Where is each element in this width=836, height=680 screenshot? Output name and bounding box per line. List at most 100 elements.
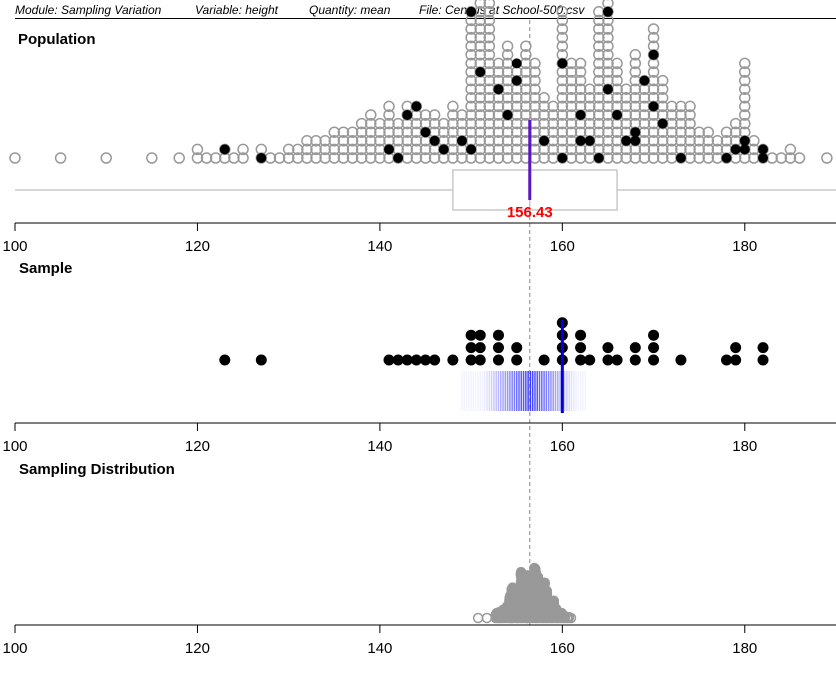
population-point — [547, 100, 559, 113]
population-point — [538, 152, 550, 164]
population-sample-point — [475, 67, 486, 77]
population-point — [447, 117, 459, 130]
population-point — [365, 143, 377, 156]
population-point — [693, 135, 705, 147]
population-point — [292, 143, 304, 156]
population-point — [547, 109, 559, 121]
population-title: Population — [18, 31, 96, 48]
population-sample-point — [438, 144, 449, 155]
population-point — [675, 109, 687, 121]
sample-point — [401, 354, 413, 366]
population-point — [365, 152, 377, 164]
population-point — [529, 74, 541, 87]
population-sample-point — [648, 101, 659, 112]
population-sample-point — [493, 84, 504, 95]
population-mean-label: 156.43 — [507, 204, 553, 221]
sample-tick-label: 140 — [367, 438, 392, 455]
population-point — [556, 109, 569, 121]
population-sample-point — [557, 58, 568, 69]
header-bar: Module: Sampling Variation Variable: hei… — [0, 0, 836, 19]
population-point — [474, 49, 486, 61]
population-point — [483, 0, 496, 9]
population-sample-point — [739, 144, 750, 155]
population-point — [474, 0, 486, 9]
population-point — [355, 152, 368, 164]
population-point — [593, 92, 605, 104]
population-point — [346, 135, 359, 147]
population-sample-point — [511, 58, 522, 69]
population-point — [383, 100, 395, 113]
population-sample-point — [648, 49, 659, 60]
population-sample-point — [602, 84, 613, 95]
population-point — [611, 126, 623, 138]
population-point — [510, 135, 523, 147]
population-point — [556, 6, 569, 18]
population-point — [237, 152, 249, 164]
population-point — [729, 126, 742, 138]
population-point — [693, 152, 705, 164]
population-point — [656, 92, 669, 104]
population-point — [483, 92, 496, 104]
sampling-distribution-point — [481, 612, 493, 624]
population-point — [529, 66, 541, 78]
sampling-distribution-point — [559, 611, 571, 622]
population-point — [684, 135, 696, 147]
population-point — [583, 117, 596, 130]
population-point — [784, 152, 797, 164]
population-point — [666, 126, 678, 138]
population-point — [374, 152, 386, 164]
population-point — [675, 117, 687, 130]
sample-point — [575, 354, 587, 366]
population-sample-point — [502, 110, 513, 120]
population-point — [483, 23, 496, 35]
population-point — [337, 143, 350, 156]
population-point — [301, 135, 313, 147]
population-point — [611, 92, 623, 104]
population-point — [328, 152, 341, 164]
population-point — [483, 109, 496, 121]
population-sample-point — [575, 110, 586, 120]
sample-point — [648, 329, 660, 341]
population-point — [310, 152, 322, 164]
population-point — [346, 143, 359, 156]
population-point — [282, 152, 295, 164]
population-point — [611, 66, 623, 78]
sampling-distribution-point — [532, 571, 544, 583]
population-point — [465, 126, 477, 138]
sampling-distribution-point — [548, 595, 560, 607]
population-point — [666, 135, 678, 147]
population-point — [593, 109, 605, 121]
population-point — [565, 143, 578, 156]
sampling-distribution-point — [529, 562, 540, 574]
population-point — [666, 143, 678, 156]
population-point — [656, 143, 669, 156]
population-point — [474, 100, 486, 113]
population-point — [565, 100, 578, 113]
sample-panel: Sample 100 120 140 160 180 — [2, 260, 836, 455]
population-point — [547, 143, 559, 156]
sample-point — [474, 329, 486, 341]
population-point — [556, 126, 569, 138]
sample-point — [410, 354, 422, 366]
population-point — [611, 74, 623, 87]
sample-point — [383, 354, 395, 366]
population-point — [574, 92, 587, 104]
population-point — [346, 152, 359, 164]
sample-point — [465, 354, 477, 366]
population-point — [374, 135, 386, 147]
population-point — [383, 109, 395, 121]
population-point — [520, 40, 532, 52]
population-point — [629, 109, 642, 121]
population-point — [492, 143, 505, 156]
population-point — [556, 100, 569, 113]
sample-point — [392, 354, 404, 366]
population-point — [392, 126, 404, 138]
population-point — [629, 100, 642, 113]
header-divider — [15, 18, 836, 19]
population-sample-point — [420, 127, 431, 138]
sampling-distribution-point — [544, 596, 555, 607]
population-sample-point — [393, 153, 404, 163]
population-tick-label: 120 — [185, 238, 210, 255]
population-point — [675, 100, 687, 113]
population-point — [593, 31, 605, 44]
